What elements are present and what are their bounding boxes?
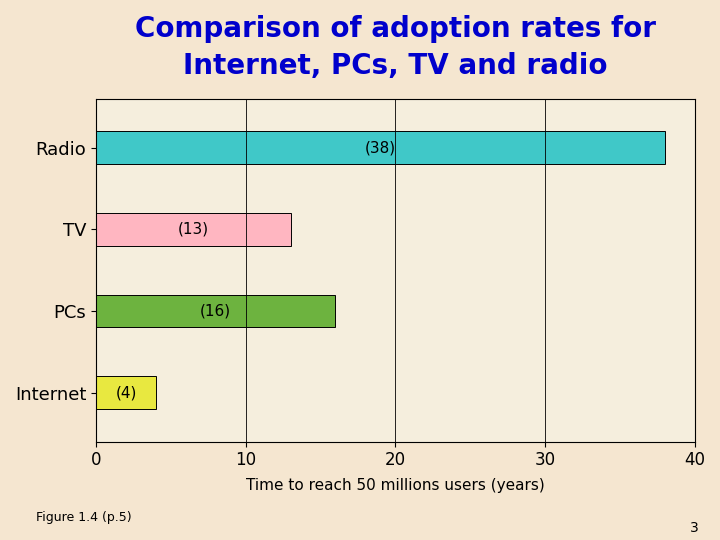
Text: (16): (16) (200, 303, 231, 319)
X-axis label: Time to reach 50 millions users (years): Time to reach 50 millions users (years) (246, 477, 544, 492)
Bar (96, 213, 291, 246)
Bar (96, 131, 665, 164)
Text: 3: 3 (690, 521, 698, 535)
Text: (38): (38) (365, 140, 396, 156)
Title: Comparison of adoption rates for
Internet, PCs, TV and radio: Comparison of adoption rates for Interne… (135, 15, 656, 80)
Text: (4): (4) (115, 385, 137, 400)
Text: (13): (13) (178, 222, 209, 237)
Text: Figure 1.4 (p.5): Figure 1.4 (p.5) (36, 511, 132, 524)
Bar (96, 295, 336, 327)
Bar (96, 376, 156, 409)
